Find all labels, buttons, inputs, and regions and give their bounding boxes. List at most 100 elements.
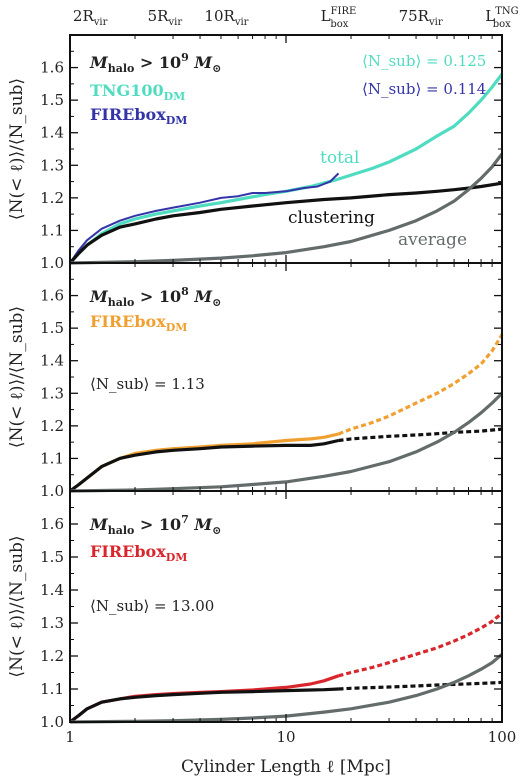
series-line-firebox-dm-total <box>69 172 340 264</box>
top-tick-main: L <box>485 7 495 25</box>
y-tick-label: 1.2 <box>40 417 64 435</box>
series-line-clustering-extrapolated- <box>338 427 503 443</box>
y-axis-title: ⟨N(< ℓ)⟩/⟨N_sub⟩ <box>7 78 27 220</box>
series-line-firebox-dm-total-extrapolated- <box>337 333 504 436</box>
top-tick-label: 10Rvir <box>204 7 248 28</box>
y-tick-label: 1.4 <box>40 124 64 142</box>
nsub-label: ⟨N_sub⟩ = 1.13 <box>90 375 205 393</box>
top-tick-label: 75Rvir <box>399 7 443 28</box>
mass-relation: > 10 <box>134 287 181 306</box>
series-line-firebox-dm-total-extrapolated- <box>338 611 504 678</box>
top-tick-sub: box <box>330 19 348 30</box>
y-tick-label: 1.3 <box>40 614 64 632</box>
mass-subscript: halo <box>108 62 135 75</box>
series-line-average <box>69 152 504 265</box>
mass-symbol: M <box>89 53 109 72</box>
y-tick-label: 1.3 <box>40 156 64 174</box>
y-tick-label: 1.6 <box>40 515 64 533</box>
top-tick-main: L <box>321 7 331 25</box>
mass-exponent: 7 <box>181 513 189 526</box>
curve-label-total: total <box>320 148 359 168</box>
top-tick-sub: vir <box>234 17 249 28</box>
top-tick-sub: vir <box>93 17 108 28</box>
mass-unit: M <box>189 53 214 72</box>
y-tick-label: 1.2 <box>40 189 64 207</box>
mass-unit-subscript: ⊙ <box>212 524 221 537</box>
top-tick-label: LTNG box <box>485 6 518 30</box>
nsub-label: ⟨N_sub⟩ = 13.00 <box>90 597 214 615</box>
mass-symbol: M <box>89 515 109 534</box>
legend-entry: FIREboxDM <box>90 105 187 127</box>
mass-unit-subscript: ⊙ <box>212 296 221 309</box>
legend-name: FIREbox <box>90 312 166 331</box>
mass-unit: M <box>189 287 214 306</box>
x-tick-label: 10 <box>276 728 295 746</box>
top-tick-label: 2Rvir <box>73 7 108 28</box>
legend-subscript: DM <box>166 551 188 564</box>
top-tick-main: 10R <box>204 7 235 25</box>
mass-cut-label: Mhalo > 107 M⊙ <box>89 513 221 537</box>
mass-symbol: M <box>89 287 109 306</box>
mass-subscript: halo <box>108 296 135 309</box>
series-line-clustering <box>69 438 339 493</box>
legend-subscript: DM <box>166 114 188 127</box>
series-line-average <box>69 392 504 493</box>
nsub-label: ⟨N_sub⟩ = 0.114 <box>362 80 486 98</box>
top-tick-main: 75R <box>399 7 430 25</box>
legend-name: FIREbox <box>90 542 166 561</box>
mass-exponent: 8 <box>181 285 189 298</box>
panel-middle: 1.0 1.1 1.2 1.3 1.4 1.5 1.6 ⟨N(< ℓ)⟩/⟨N_sub⟩ Mha… <box>7 262 504 500</box>
mass-unit-subscript: ⊙ <box>212 62 221 75</box>
top-tick-sup: FIRE <box>331 6 357 17</box>
y-tick-label: 1.4 <box>40 352 64 370</box>
top-tick-label: LFIRE box <box>321 6 357 30</box>
y-tick-label: 1.4 <box>40 581 64 599</box>
panel-top: 1.0 1.1 1.2 1.3 1.4 1.5 1.6 ⟨N(< ℓ)⟩/⟨N_sub⟩ Mha… <box>7 34 504 272</box>
top-tick-sub: box <box>493 19 511 30</box>
mass-unit: M <box>189 515 214 534</box>
legend-entry: FIREboxDM <box>90 312 187 334</box>
y-tick-label: 1.6 <box>40 59 64 77</box>
series-line-average <box>69 653 504 724</box>
mass-relation: > 10 <box>134 515 181 534</box>
top-axis: 2Rvir 5Rvir 10Rvir LFIRE box 75Rvir LTNG box <box>73 6 519 30</box>
top-tick-label: 5Rvir <box>148 7 183 28</box>
y-tick-label: 1.2 <box>40 647 64 665</box>
y-axis-title: ⟨N(< ℓ)⟩/⟨N_sub⟩ <box>7 306 27 448</box>
y-axis-title: ⟨N(< ℓ)⟩/⟨N_sub⟩ <box>7 535 27 677</box>
mass-subscript: halo <box>108 524 135 537</box>
nsub-label: ⟨N_sub⟩ = 0.125 <box>362 52 486 70</box>
y-tick-label: 1.1 <box>40 221 64 239</box>
top-tick-sup: TNG <box>495 6 518 17</box>
panel-bottom: 1.0 1.1 1.2 1.3 1.4 1.5 1.6 ⟨N(< ℓ)⟩/⟨N_sub⟩ Mha… <box>7 490 517 746</box>
top-tick-sub: vir <box>167 17 182 28</box>
y-tick-label: 1.5 <box>40 319 64 337</box>
mass-relation: > 10 <box>134 53 181 72</box>
legend-subscript: DM <box>164 90 186 103</box>
mass-cut-label: Mhalo > 108 M⊙ <box>89 285 221 309</box>
legend-name: FIREbox <box>90 105 166 124</box>
y-tick-label: 1.5 <box>40 91 64 109</box>
legend-name: TNG100 <box>90 81 164 100</box>
top-tick-sub: vir <box>428 17 443 28</box>
y-tick-label: 1.0 <box>40 713 64 731</box>
y-tick-label: 1.5 <box>40 548 64 566</box>
x-axis-title: Cylinder Length ℓ [Mpc] <box>181 757 391 777</box>
top-tick-main: 5R <box>148 7 170 25</box>
legend-entry: FIREboxDM <box>90 542 187 564</box>
x-tick-label: 100 <box>488 728 517 746</box>
y-tick-label: 1.0 <box>40 254 64 272</box>
top-tick-main: 2R <box>73 7 95 25</box>
series-line-clustering <box>68 181 503 265</box>
y-tick-label: 1.0 <box>40 482 64 500</box>
y-tick-label: 1.1 <box>40 449 64 467</box>
y-tick-label: 1.1 <box>40 680 64 698</box>
mass-exponent: 9 <box>181 51 189 64</box>
mass-cut-label: Mhalo > 109 M⊙ <box>89 51 221 75</box>
x-tick-label: 1 <box>65 728 75 746</box>
legend-subscript: DM <box>166 321 188 334</box>
curve-label-average: average <box>398 230 467 250</box>
curve-label-clustering: clustering <box>288 208 375 228</box>
legend-entry: TNG100DM <box>90 81 185 103</box>
